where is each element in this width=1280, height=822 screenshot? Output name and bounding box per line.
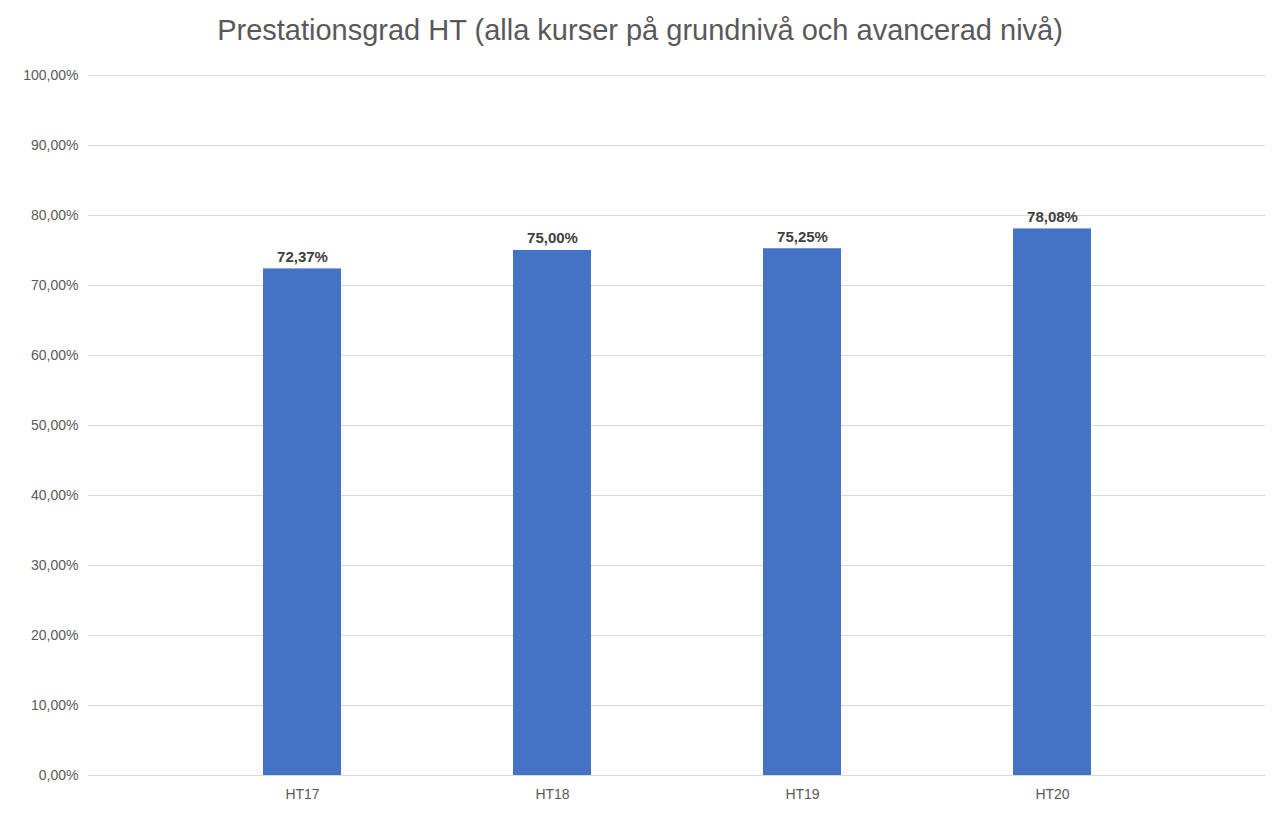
svg-text:75,00%: 75,00% xyxy=(527,229,578,246)
svg-text:80,00%: 80,00% xyxy=(31,207,78,223)
svg-text:30,00%: 30,00% xyxy=(31,557,78,573)
svg-text:78,08%: 78,08% xyxy=(1027,208,1078,225)
svg-text:60,00%: 60,00% xyxy=(31,347,78,363)
svg-text:HT20: HT20 xyxy=(1035,786,1069,802)
svg-text:100,00%: 100,00% xyxy=(23,67,78,83)
html-text:Prestationsgrad HT (alla kurse: Prestationsgrad HT (alla kurser på grund… xyxy=(217,14,1063,46)
svg-text:75,25%: 75,25% xyxy=(777,228,828,245)
svg-text:72,37%: 72,37% xyxy=(277,248,328,265)
svg-text:10,00%: 10,00% xyxy=(31,697,78,713)
svg-text:40,00%: 40,00% xyxy=(31,487,78,503)
svg-text:HT19: HT19 xyxy=(785,786,819,802)
svg-text:HT17: HT17 xyxy=(285,786,319,802)
svg-text:0,00%: 0,00% xyxy=(39,767,79,783)
svg-text:50,00%: 50,00% xyxy=(31,417,78,433)
svg-text:HT18: HT18 xyxy=(535,786,569,802)
svg-text:70,00%: 70,00% xyxy=(31,277,78,293)
svg-text:90,00%: 90,00% xyxy=(31,137,78,153)
svg-text:20,00%: 20,00% xyxy=(31,627,78,643)
